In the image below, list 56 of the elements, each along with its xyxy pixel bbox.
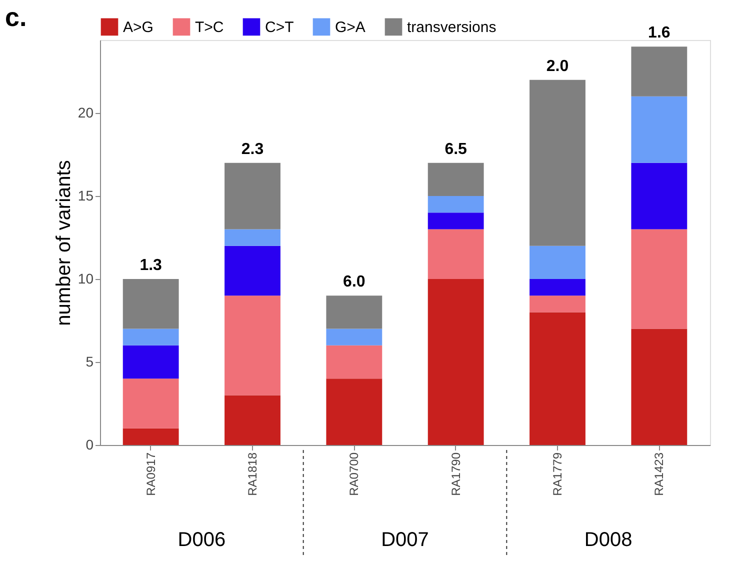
text: D007 xyxy=(381,529,429,551)
bar xyxy=(428,162,484,196)
bar xyxy=(530,312,586,445)
text: D008 xyxy=(584,529,632,551)
bar xyxy=(631,328,688,445)
text: D006 xyxy=(178,529,226,551)
x-tick-label: RA1818 xyxy=(246,452,260,496)
y-tick-label: 15 xyxy=(78,188,94,204)
x-tick-label: RA1779 xyxy=(550,452,564,496)
annotation: 1.3 xyxy=(140,257,162,274)
bar xyxy=(326,328,382,346)
bar xyxy=(631,46,688,96)
y-tick-label: 0 xyxy=(86,436,94,452)
y-axis-title: number of variants xyxy=(52,160,75,326)
bar xyxy=(224,162,280,230)
annotation: 6.5 xyxy=(444,140,468,158)
legend-label: T>C xyxy=(195,18,224,36)
bar xyxy=(428,279,484,445)
bar xyxy=(122,378,179,428)
bar xyxy=(122,345,179,379)
legend-label: G>A xyxy=(335,18,366,36)
bar xyxy=(326,378,382,445)
bar xyxy=(530,246,586,280)
bar xyxy=(428,229,484,280)
bar xyxy=(530,80,586,246)
x-tick-label: RA1423 xyxy=(652,452,666,496)
bar xyxy=(326,345,382,379)
bar xyxy=(631,229,688,329)
bar xyxy=(530,296,586,312)
y-tick-label: 20 xyxy=(78,104,94,121)
bar xyxy=(428,212,484,230)
bar xyxy=(224,296,280,396)
text: c. xyxy=(5,2,27,32)
bar xyxy=(122,328,179,346)
bar xyxy=(224,246,280,296)
x-tick-label: RA1790 xyxy=(448,452,463,496)
legend-label: A>G xyxy=(123,18,154,36)
bar xyxy=(122,428,179,445)
legend-label: C>T xyxy=(265,18,294,36)
bar xyxy=(224,229,280,246)
x-tick-label: RA0700 xyxy=(347,452,362,496)
annotation: 2.3 xyxy=(241,140,264,158)
bar xyxy=(631,96,688,163)
bar xyxy=(530,279,586,296)
annotation: 6.0 xyxy=(343,274,366,291)
bar xyxy=(122,279,179,329)
x-tick-label: RA0917 xyxy=(144,452,158,496)
bar xyxy=(631,162,688,230)
bar xyxy=(224,395,280,445)
y-tick-label: 10 xyxy=(78,270,94,287)
y-tick-label: 5 xyxy=(86,354,94,370)
bar xyxy=(428,196,484,213)
legend-label: transversions xyxy=(407,18,496,36)
annotation: 2.0 xyxy=(546,58,569,75)
bar xyxy=(326,296,382,329)
annotation: 1.6 xyxy=(648,24,670,42)
